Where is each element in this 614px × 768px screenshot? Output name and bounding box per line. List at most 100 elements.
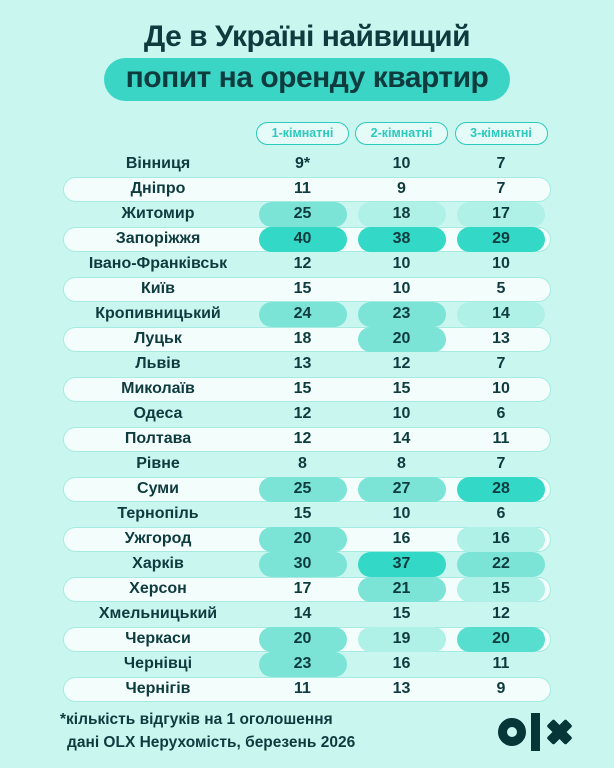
value-cell: 14 xyxy=(352,427,451,452)
value-pill: 12 xyxy=(293,430,312,447)
value-pill: 16 xyxy=(392,530,411,547)
value-pill: 14 xyxy=(457,301,545,327)
value-pill: 7 xyxy=(496,355,506,372)
value-pill: 16 xyxy=(457,526,545,552)
value-pill: 18 xyxy=(293,330,312,347)
value-pill: 10 xyxy=(392,405,411,422)
table-row: Чернівці 23 16 11 xyxy=(63,651,551,677)
city-label: Миколаїв xyxy=(121,380,195,397)
value-pill: 8 xyxy=(298,455,307,472)
value-cell: 13 xyxy=(352,677,451,702)
value-cell: 14 xyxy=(451,301,551,327)
table-row: Львів 13 12 7 xyxy=(63,352,551,377)
value-pill: 12 xyxy=(293,405,312,422)
value-pill: 7 xyxy=(496,180,506,197)
olx-logo-o-icon xyxy=(498,717,526,746)
value-pill: 27 xyxy=(357,476,446,502)
value-pill: 12 xyxy=(392,355,411,372)
value-pill: 13 xyxy=(293,355,312,372)
table-row: Дніпро 11 9 7 xyxy=(63,176,551,202)
footnote: *кількість відгуків на 1 оголошення дані… xyxy=(60,709,355,754)
value-cell: 37 xyxy=(352,551,451,577)
value-cell: 25 xyxy=(253,476,352,502)
value-cell: 16 xyxy=(352,652,451,677)
value-cell: 12 xyxy=(352,352,451,377)
city-label: Івано-Франківськ xyxy=(88,255,228,272)
value-pill: 10 xyxy=(392,505,411,522)
value-cell: 25 xyxy=(253,201,352,227)
value-pill: 15 xyxy=(293,280,312,297)
value-cell: 29 xyxy=(451,226,551,252)
value-pill: 14 xyxy=(392,430,411,447)
city-label: Черкаси xyxy=(125,630,191,647)
title-line-2-wrap: попит на оренду квартир xyxy=(0,57,614,101)
value-pill: 6 xyxy=(496,405,506,422)
value-cell: 17 xyxy=(451,201,551,227)
value-cell: 10 xyxy=(352,502,451,527)
value-cell: 12 xyxy=(253,427,352,452)
value-pill: 15 xyxy=(293,380,312,397)
value-cell: 15 xyxy=(451,576,551,602)
column-header-3-room: 3-кімнатні xyxy=(454,121,548,145)
value-pill: 12 xyxy=(492,605,510,622)
city-label: Херсон xyxy=(129,580,187,597)
table-row: Миколаїв 15 15 10 xyxy=(63,376,551,402)
value-cell: 21 xyxy=(352,576,451,602)
value-cell: 9 xyxy=(451,677,551,702)
value-cell: 20 xyxy=(352,326,451,352)
value-cell: 11 xyxy=(253,177,352,202)
value-pill: 25 xyxy=(258,476,347,502)
value-cell: 9 xyxy=(352,177,451,202)
value-cell: 38 xyxy=(352,226,451,252)
value-cell: 13 xyxy=(451,327,551,352)
value-pill: 23 xyxy=(258,651,347,677)
title-line-2-highlight: попит на оренду квартир xyxy=(103,57,511,101)
value-pill: 11 xyxy=(294,680,311,697)
value-pill: 10 xyxy=(392,280,411,297)
value-pill: 40 xyxy=(258,226,347,252)
value-pill: 15 xyxy=(392,380,411,397)
value-cell: 5 xyxy=(451,277,551,302)
value-cell: 6 xyxy=(451,402,551,427)
value-pill: 19 xyxy=(357,626,446,652)
value-cell: 8 xyxy=(352,452,451,477)
table-row: Кропивницький 24 23 14 xyxy=(63,301,551,327)
value-cell: 15 xyxy=(253,377,352,402)
table-row: Хмельницький 14 15 12 xyxy=(63,602,551,627)
footnote-line-2: дані OLX Нерухомість, березень 2026 xyxy=(67,733,356,751)
value-pill: 17 xyxy=(457,201,545,227)
value-cell: 14 xyxy=(253,602,352,627)
footnote-line-1: *кількість відгуків на 1 оголошення xyxy=(60,711,333,729)
table-row: Івано-Франківськ 12 10 10 xyxy=(63,252,551,277)
value-cell: 10 xyxy=(352,152,451,177)
value-pill: 12 xyxy=(293,255,312,272)
value-pill: 15 xyxy=(457,576,545,602)
city-label: Луцьк xyxy=(134,330,182,347)
table-row: Рівне 8 8 7 xyxy=(63,452,551,477)
value-cell: 24 xyxy=(253,301,352,327)
city-label: Ужгород xyxy=(124,530,192,547)
olx-logo xyxy=(498,712,573,751)
value-pill: 5 xyxy=(496,280,506,297)
table-row: Харків 30 37 22 xyxy=(63,551,551,577)
value-cell: 7 xyxy=(451,177,551,202)
value-cell: 10 xyxy=(352,277,451,302)
data-table: Вінниця 9* 10 7 Дніпро 11 9 7 Житомир 25 18 17 Запор… xyxy=(63,152,551,702)
table-row: Херсон 17 21 15 xyxy=(63,576,551,602)
column-headers: 1-кімнатні 2-кімнатні 3-кімнатні xyxy=(63,121,551,145)
column-header-2-room: 2-кімнатні xyxy=(355,121,448,145)
city-label: Київ xyxy=(141,280,175,297)
value-cell: 15 xyxy=(253,502,352,527)
value-pill: 20 xyxy=(457,626,545,652)
city-label: Запоріжжя xyxy=(115,230,201,247)
value-cell: 18 xyxy=(253,327,352,352)
city-label: Одеса xyxy=(133,405,183,422)
table-row: Тернопіль 15 10 6 xyxy=(63,502,551,527)
value-pill: 13 xyxy=(492,330,510,347)
table-row: Луцьк 18 20 13 xyxy=(63,326,551,352)
city-label: Дніпро xyxy=(130,180,186,197)
value-pill: 6 xyxy=(496,505,506,522)
value-pill: 9 xyxy=(496,680,506,697)
value-pill: 10 xyxy=(392,255,411,272)
value-cell: 19 xyxy=(352,626,451,652)
